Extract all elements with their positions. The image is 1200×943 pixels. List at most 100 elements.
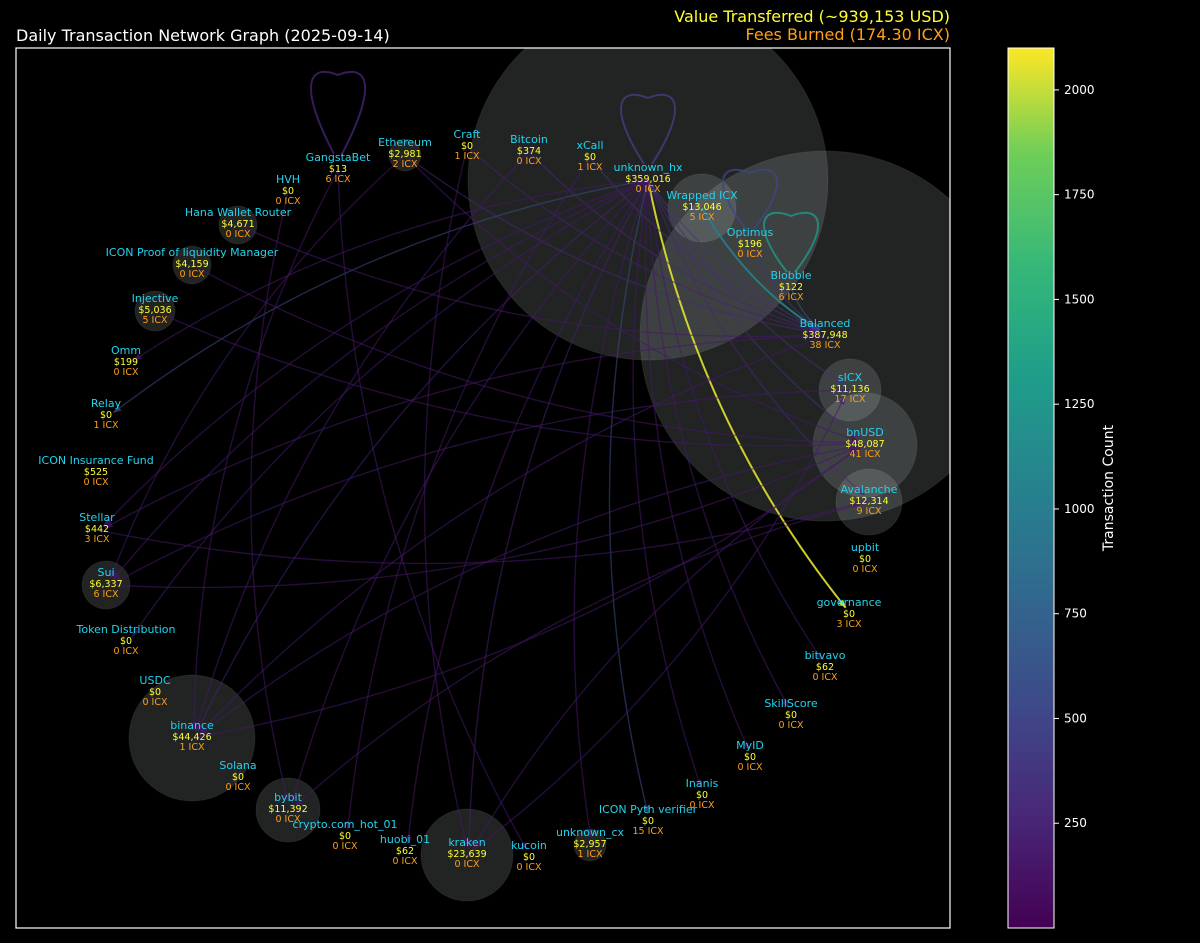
node-fee: 0 ICX	[332, 841, 357, 852]
node-token_dist[interactable]: Token Distribution$00 ICX	[76, 623, 176, 657]
node-hvh[interactable]: HVH$00 ICX	[275, 173, 300, 207]
node-value: $13	[329, 164, 347, 175]
node-name: sICX	[838, 371, 863, 384]
node-gangstabet[interactable]: GangstaBet$136 ICX	[306, 151, 371, 185]
node-usdc[interactable]: USDC$00 ICX	[139, 674, 171, 708]
node-xcall[interactable]: xCall$01 ICX	[576, 139, 603, 173]
node-value: $2,957	[573, 839, 606, 850]
node-value: $196	[738, 239, 762, 250]
edge-arrowhead	[104, 521, 114, 528]
edge-arrowhead	[838, 599, 846, 608]
node-fee: 0 ICX	[516, 156, 541, 167]
node-relay[interactable]: Relay$01 ICX	[91, 397, 122, 431]
node-value: $6,337	[89, 579, 122, 590]
node-value: $5,036	[138, 305, 171, 316]
edge-arrowhead	[849, 435, 859, 442]
edge-optimus-balanced	[749, 244, 821, 331]
edge-unknown_hx-balanced	[647, 179, 820, 332]
node-value: $122	[779, 282, 803, 293]
node-value: $0	[523, 852, 535, 863]
chart-title: Daily Transaction Network Graph (2025-09…	[16, 26, 390, 45]
node-bitvavo[interactable]: bitvavo$620 ICX	[805, 649, 846, 683]
node-fee: 0 ICX	[275, 814, 300, 825]
edge-unknown_hx-inanis	[632, 179, 702, 789]
edge-bnusd-kraken	[471, 444, 866, 850]
node-name: xCall	[576, 139, 603, 152]
node-name: unknown_cx	[556, 826, 625, 839]
node-upbit[interactable]: upbit$00 ICX	[851, 541, 880, 575]
node-value: $62	[396, 846, 414, 857]
node-fee: 1 ICX	[179, 742, 204, 753]
node-fee: 1 ICX	[93, 420, 118, 431]
node-cryptocom[interactable]: crypto.com_hot_01$00 ICX	[293, 818, 398, 852]
node-governance[interactable]: governance$03 ICX	[817, 596, 882, 630]
node-fee: 3 ICX	[836, 619, 861, 630]
node-fee: 6 ICX	[325, 174, 350, 185]
edge-arrowhead	[112, 571, 120, 581]
node-name: ICON Insurance Fund	[38, 454, 153, 467]
edge-arrowhead	[848, 440, 858, 448]
node-fee: 0 ICX	[275, 196, 300, 207]
node-fee: 0 ICX	[113, 367, 138, 378]
edge-arrowhead	[131, 628, 140, 637]
node-craft[interactable]: Craft$01 ICX	[454, 128, 482, 162]
edge-arrowhead	[291, 794, 298, 804]
node-value: $0	[744, 752, 756, 763]
edge-injective-bnusd	[154, 310, 858, 447]
node-value: $0	[859, 554, 871, 565]
node-fee: 3 ICX	[84, 534, 109, 545]
edge-unknown_hx-unknown_cx	[573, 179, 649, 838]
node-huobi[interactable]: huobi_01$620 ICX	[380, 833, 430, 867]
node-myid[interactable]: MyID$00 ICX	[736, 739, 764, 773]
node-kucoin[interactable]: kucoin$00 ICX	[511, 839, 547, 873]
node-solana[interactable]: Solana$00 ICX	[219, 759, 256, 793]
node-name: Sui	[97, 566, 114, 579]
edge-gangstabet-binance	[193, 169, 339, 731]
node-value: $0	[149, 687, 161, 698]
node-name: Ethereum	[378, 136, 432, 149]
node-skillscore[interactable]: SkillScore$00 ICX	[764, 697, 818, 731]
node-name: SkillScore	[764, 697, 818, 710]
node-name: Relay	[91, 397, 122, 410]
node-name: HVH	[276, 173, 300, 186]
colorbar-tick-label: 1250	[1064, 397, 1095, 411]
node-name: Craft	[454, 128, 482, 141]
node-fee: 0 ICX	[516, 862, 541, 873]
node-value: $525	[84, 467, 108, 478]
plot-frame	[15, 47, 951, 929]
edge-arrowhead	[695, 779, 702, 789]
node-fee: 5 ICX	[689, 212, 714, 223]
node-name: Injective	[132, 292, 179, 305]
self-loop-blobble	[762, 211, 820, 273]
edge-xcall-cryptocom	[347, 157, 591, 830]
node-fee: 0 ICX	[225, 782, 250, 793]
node-icon_pyth[interactable]: ICON Pyth verifier$015 ICX	[599, 803, 698, 837]
node-value: $11,136	[830, 384, 869, 395]
node-fee: 6 ICX	[778, 292, 803, 303]
node-name: kucoin	[511, 839, 547, 852]
edge-arrowhead	[642, 805, 650, 814]
node-inanis[interactable]: Inanis$00 ICX	[686, 777, 719, 811]
